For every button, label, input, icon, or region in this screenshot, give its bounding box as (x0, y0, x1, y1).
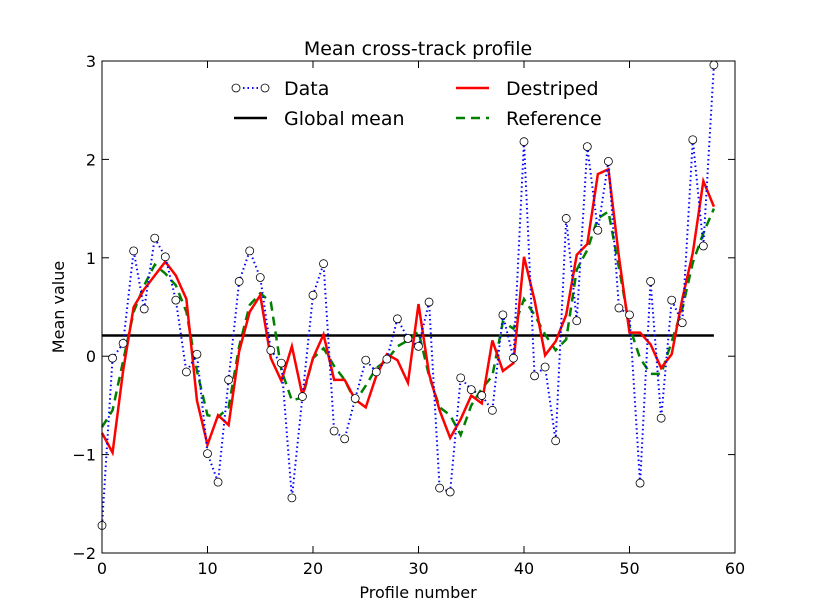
data-point (635, 478, 645, 488)
data-point (392, 314, 402, 324)
x-axis-label: Profile number (359, 583, 477, 602)
data-point (382, 354, 392, 364)
y-tick-label: 3 (86, 52, 96, 71)
legend-label: Destriped (506, 78, 599, 100)
data-point (181, 367, 191, 377)
data-point (361, 355, 371, 365)
data-point (224, 375, 234, 385)
data-point (466, 385, 476, 395)
data-point (319, 259, 328, 269)
legend-item-data: Data (231, 78, 329, 100)
data-point (498, 310, 508, 320)
data-point (530, 371, 539, 381)
data-point (266, 345, 276, 355)
x-tick-label: 50 (619, 559, 639, 578)
data-point (203, 449, 212, 459)
x-tick-label: 0 (97, 559, 107, 578)
data-point (593, 225, 603, 235)
data-point (287, 493, 297, 503)
data-point (255, 273, 265, 282)
data-point (551, 436, 561, 446)
data-point (160, 252, 170, 262)
data-point (234, 277, 244, 286)
data-point (403, 334, 413, 343)
data-point (519, 137, 529, 147)
data-point (118, 339, 128, 348)
x-tick-label: 60 (725, 559, 745, 578)
series-line-destriped (100, 167, 716, 457)
data-point (329, 426, 339, 436)
data-point (540, 362, 550, 372)
data-point (561, 214, 571, 223)
data-point (308, 290, 318, 300)
data-point (414, 341, 423, 351)
data-point (688, 135, 698, 145)
ticks-layer: 0 10 20 30 40 50 60 −2 −1 0 1 2 3 (72, 52, 745, 578)
data-point (435, 483, 445, 493)
legend-item-reference: Reference (456, 108, 602, 130)
data-point (340, 434, 350, 444)
data-point (298, 392, 307, 401)
data-point (614, 303, 624, 313)
data-point (213, 477, 223, 487)
y-tick-label: 2 (86, 150, 96, 169)
x-tick-label: 20 (303, 559, 323, 578)
data-point (139, 304, 149, 314)
y-tick-label: 1 (86, 249, 96, 268)
plot-frame (101, 60, 736, 554)
data-point (350, 394, 360, 403)
data-point (150, 233, 160, 243)
y-tick-label: 0 (86, 347, 96, 366)
data-point (667, 295, 677, 305)
legend-marker (260, 83, 270, 93)
data-point (276, 358, 286, 368)
legend: Data Destriped Global mean Reference (231, 78, 602, 130)
series-line-data (101, 64, 715, 526)
data-point (572, 316, 582, 326)
data-point (477, 391, 487, 400)
data-point (129, 246, 139, 256)
legend-label: Reference (506, 108, 602, 130)
data-point (582, 142, 592, 152)
y-tick-label: −1 (72, 446, 96, 465)
data-point (424, 297, 434, 307)
chart-title: Mean cross-track profile (304, 38, 532, 60)
legend-label: Global mean (284, 108, 405, 130)
data-point (445, 487, 455, 497)
data-point (487, 405, 497, 415)
data-point (456, 373, 466, 383)
series-line-reference (100, 208, 716, 438)
data-point (656, 413, 666, 423)
legend-item-global-mean: Global mean (234, 108, 405, 130)
data-point (371, 367, 381, 377)
x-tick-label: 40 (514, 559, 534, 578)
x-tick-label: 10 (197, 559, 217, 578)
series-layer (97, 60, 719, 530)
data-point (646, 277, 655, 286)
data-point (698, 241, 708, 251)
data-point (604, 156, 613, 166)
legend-item-destriped: Destriped (456, 78, 599, 100)
data-point (108, 353, 117, 363)
data-point (192, 349, 202, 359)
data-point (677, 318, 687, 328)
data-point (709, 60, 719, 70)
legend-label: Data (284, 78, 329, 100)
data-point (625, 310, 634, 320)
x-tick-label: 30 (408, 559, 428, 578)
data-point (509, 353, 518, 363)
data-point (245, 246, 255, 256)
y-tick-label: −2 (72, 544, 96, 563)
legend-marker (231, 83, 241, 93)
data-point (171, 295, 181, 305)
y-axis-label: Mean value (49, 261, 68, 353)
